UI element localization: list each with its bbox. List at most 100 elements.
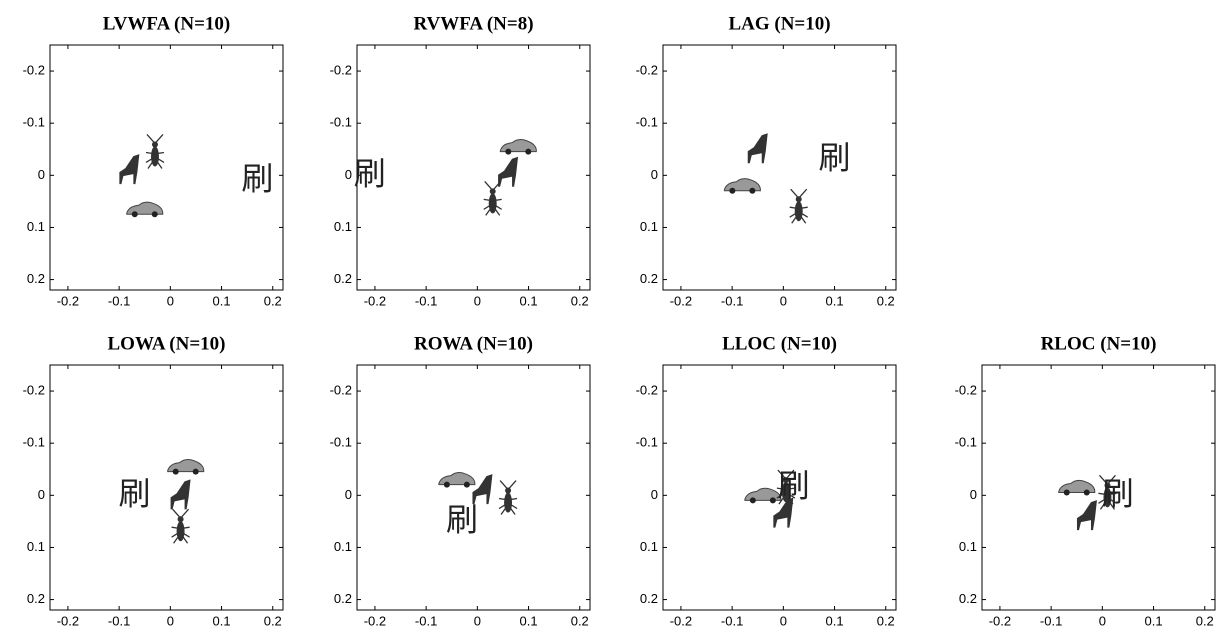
x-tick-label: 0 [167,293,174,308]
x-tick-label: 0.2 [1196,613,1214,628]
x-tick-label: 0 [474,293,481,308]
insect-leg [785,491,796,499]
x-tick-label: 0.1 [520,293,538,308]
panel: LLOC (N=10) -0.2 -0.1 0 0.1 0.2 -0.2 -0.1 0 0.1 0.… [636,333,897,628]
car-wheel [463,481,470,488]
x-tick-label: 0.2 [877,293,895,308]
x-tick-label: -0.1 [721,613,743,628]
x-tick-label: 0 [780,613,787,628]
y-tick-label: 0.2 [27,591,45,606]
point-marker: 刷 [354,154,386,192]
x-tick-label: 0.1 [826,613,844,628]
insect-leg [492,205,501,216]
car-wheel [525,148,532,155]
insect-leg [785,493,794,505]
insect-leg [492,198,502,202]
panel: LOWA (N=10) -0.2 -0.1 0 0.1 0.2 -0.2 -0.1 0 0.1 0.… [23,333,284,628]
chart-title: LVWFA (N=10) [103,13,230,34]
plot-frame [981,364,1216,611]
y-tick-label: 0.1 [334,219,352,234]
y-tick-label: -0.1 [955,435,977,450]
y-tick-label: 0 [345,167,352,182]
character-label: 刷 [241,160,273,198]
insect-leg [1098,474,1108,485]
point-marker [498,480,518,515]
insect-head [782,477,789,484]
insect-leg [777,469,787,480]
x-tick-label: 0 [167,613,174,628]
car-body [723,178,761,192]
insect-leg [789,211,800,218]
point-marker [119,154,140,185]
panel: LVWFA (N=10) -0.2 -0.1 0 0.1 0.2 -0.2 -0.1 0 0.1 0… [23,13,284,308]
panel: LAG (N=10) -0.2 -0.1 0 0.1 0.2 -0.2 -0.1 0 0.1 0.2… [636,13,897,308]
point-marker [1076,500,1097,531]
y-tick-label: 0.2 [334,271,352,286]
insect-leg [507,497,518,501]
chart-title: LAG (N=10) [728,13,830,34]
insect-leg [483,203,494,210]
insect-leg [180,531,190,538]
insect-leg [1098,492,1108,496]
point-marker [483,180,503,216]
point-marker [773,497,794,528]
chair-shape [1076,500,1097,531]
insect-leg [1107,492,1117,496]
point-marker [498,156,519,187]
insect-leg [484,180,494,191]
insect-leg [1106,474,1116,485]
insect-leg [1098,497,1108,504]
character-label: 刷 [354,154,386,192]
y-tick-label: 0 [970,487,977,502]
y-tick-label: -0.2 [330,383,352,398]
insect-leg [776,491,787,499]
y-tick-label: 0.1 [27,539,45,554]
x-tick-label: -0.1 [1040,613,1062,628]
character-label: 刷 [1102,474,1134,512]
insect-leg [798,213,807,224]
x-tick-label: 0 [474,613,481,628]
chair-shape [498,156,519,187]
y-tick-label: -0.1 [23,115,45,130]
panel: RLOC (N=10) -0.2 -0.1 0 0.1 0.2 -0.2 -0.1 0 0.1 0.… [955,333,1216,628]
chair-shape [747,133,768,164]
y-tick-label: 0.2 [640,591,658,606]
point-marker: 刷 [819,139,851,177]
point-marker [499,139,537,155]
point-marker: 刷 [1102,474,1134,512]
insect-head [151,141,158,148]
y-tick-label: -0.1 [23,435,45,450]
x-tick-label: 0.2 [571,613,589,628]
point-marker [145,134,165,169]
y-tick-label: -0.2 [23,383,45,398]
plot-frame [356,44,591,291]
x-tick-label: -0.2 [670,293,692,308]
point-marker [438,472,476,488]
panel: ROWA (N=10) -0.2 -0.1 0 0.1 0.2 -0.2 -0.1 0 0.1 0.… [330,333,591,628]
car-wheel [1083,489,1090,496]
insect-leg [173,533,182,544]
plot-frame [662,44,897,291]
panel: RVWFA (N=8) -0.2 -0.1 0 0.1 0.2 -0.2 -0.1 0 0.1 0.… [330,13,591,308]
insect-leg [145,156,156,164]
x-tick-label: -0.1 [721,293,743,308]
x-tick-label: 0.2 [264,613,282,628]
insect-head [795,196,802,203]
y-tick-label: 0.1 [640,539,658,554]
insect-leg [171,531,181,538]
x-tick-label: -0.2 [57,293,79,308]
car-wheel [749,187,756,194]
car-wheel [151,211,158,218]
insect-leg [785,487,796,491]
insect-leg [798,206,808,210]
y-tick-label: -0.1 [636,435,658,450]
y-tick-label: -0.1 [330,435,352,450]
point-marker [1098,474,1117,510]
insect-leg [498,502,509,510]
insect-leg [154,151,165,155]
x-tick-label: 0 [780,293,787,308]
x-tick-label: 0.2 [571,293,589,308]
insect-leg [1099,499,1108,510]
insect-leg [180,526,190,530]
plot-frame [356,364,591,611]
